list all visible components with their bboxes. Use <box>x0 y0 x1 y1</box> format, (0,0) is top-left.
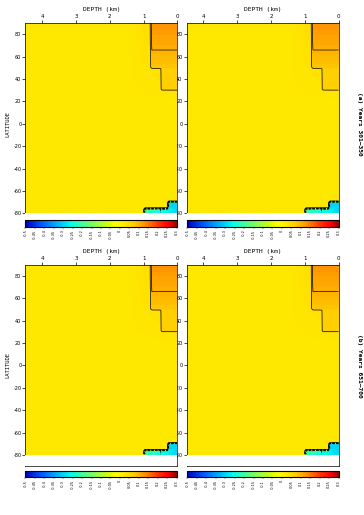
Y-axis label: LATITUDE: LATITUDE <box>5 111 11 137</box>
Text: (a) Years 301–350: (a) Years 301–350 <box>357 92 362 156</box>
X-axis label: DEPTH (km): DEPTH (km) <box>83 7 120 12</box>
X-axis label: DEPTH (km): DEPTH (km) <box>244 7 281 12</box>
X-axis label: DEPTH (km): DEPTH (km) <box>83 249 120 254</box>
Y-axis label: LATITUDE: LATITUDE <box>5 352 11 379</box>
Text: (b) Years 651–700: (b) Years 651–700 <box>357 334 362 397</box>
Y-axis label: LATITUDE: LATITUDE <box>167 111 171 137</box>
Y-axis label: LATITUDE: LATITUDE <box>167 352 171 379</box>
X-axis label: DEPTH (km): DEPTH (km) <box>244 249 281 254</box>
